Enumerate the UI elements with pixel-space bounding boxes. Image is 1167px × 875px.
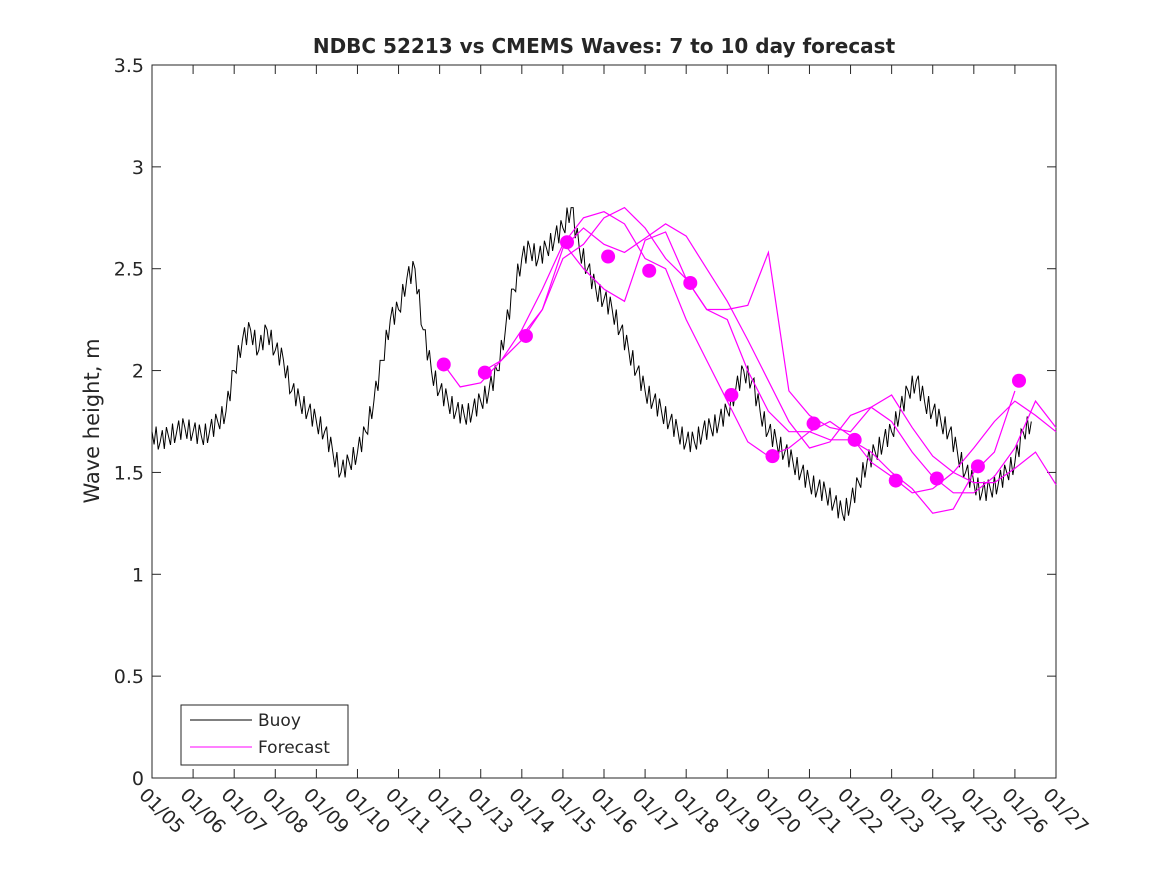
y-axis-label: Wave height, m (80, 338, 104, 503)
y-tick-label: 0 (132, 768, 144, 790)
plot-area (151, 64, 1057, 779)
forecast-marker (436, 357, 451, 372)
forecast-run-line-3 (521, 206, 1057, 486)
forecast-marker (601, 249, 616, 264)
y-tick-label: 1.5 (114, 462, 144, 484)
legend-buoy-label: Buoy (258, 711, 301, 731)
forecast-marker (642, 263, 657, 278)
legend-box (180, 704, 349, 766)
y-tick-label: 2 (132, 361, 144, 383)
forecast-marker (888, 473, 903, 488)
legend-forecast-label: Forecast (258, 738, 330, 758)
forecast-marker (683, 275, 698, 290)
buoy-series-line (151, 207, 1032, 521)
y-tick-label: 2.5 (114, 259, 144, 281)
forecast-marker (477, 365, 492, 380)
y-tick-label: 3 (132, 157, 144, 179)
forecast-marker (847, 432, 862, 447)
forecast-run-line-2 (480, 223, 1057, 494)
forecast-marker (518, 328, 533, 343)
forecast-marker (970, 459, 985, 474)
forecast-marker (1012, 373, 1027, 388)
y-tick-label: 1 (132, 564, 144, 586)
forecast-marker (765, 449, 780, 464)
y-tick-label: 3.5 (114, 55, 144, 77)
legend: Buoy Forecast (180, 704, 349, 766)
forecast-run-line-4 (562, 231, 1016, 514)
series-layer (151, 206, 1057, 521)
chart-title: NDBC 52213 vs CMEMS Waves: 7 to 10 day f… (313, 34, 896, 58)
forecast-marker (560, 235, 575, 250)
y-axis: 0 0.5 1 1.5 2 2.5 3 3.5 (114, 55, 1056, 790)
forecast-marker (929, 471, 944, 486)
forecast-marker (806, 416, 821, 431)
y-tick-label: 0.5 (114, 666, 144, 688)
forecast-marker (724, 388, 739, 403)
